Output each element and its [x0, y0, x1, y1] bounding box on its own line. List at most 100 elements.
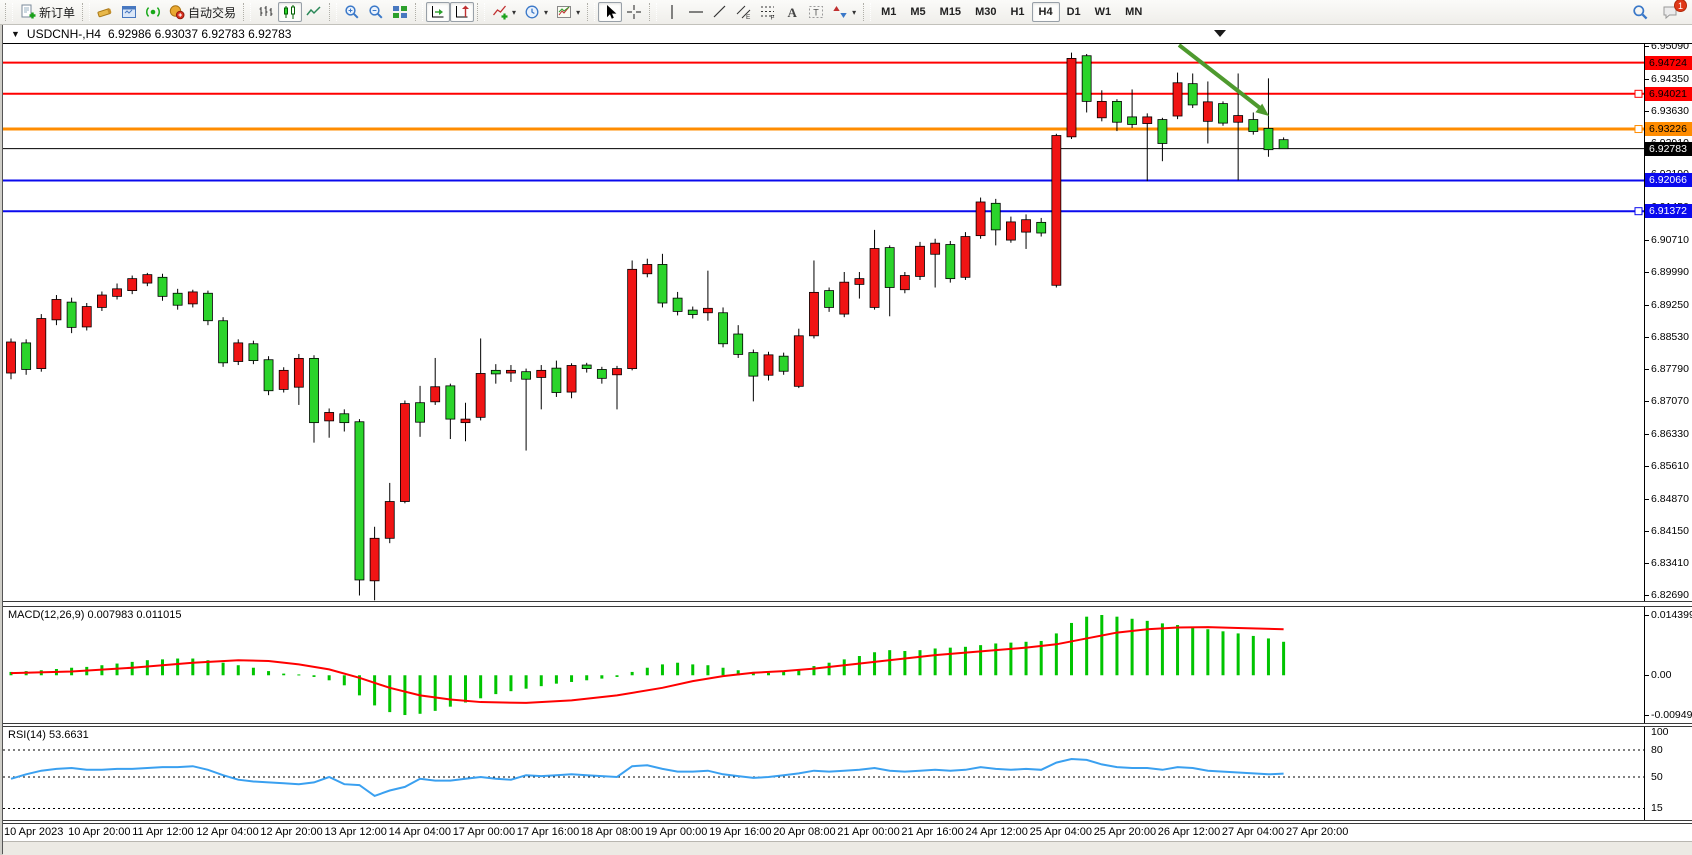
timeframe-h1[interactable]: H1: [1003, 2, 1031, 22]
candle: [930, 238, 941, 288]
chart-shift-marker-icon[interactable]: [1214, 30, 1226, 37]
search-icon: [1633, 5, 1648, 20]
time-axis-label: 20 Apr 08:00: [773, 826, 836, 838]
dropdown-caret-icon[interactable]: ▾: [544, 7, 549, 17]
equidistant-channel-button[interactable]: E: [732, 2, 756, 22]
macd-tick-label: -0.009491: [1651, 708, 1692, 721]
price-tick: [1644, 563, 1649, 565]
time-axis-label: 27 Apr 04:00: [1221, 826, 1285, 838]
pane-splitter[interactable]: [3, 820, 1692, 824]
main-toolbar: 新订单 自动交易 ▾ ▾ ▾ E F A T ▾ M1 M5 M15 M30 H1 H4 D1 W1 MN 1: [0, 0, 1692, 25]
timeframe-m30[interactable]: M30: [968, 2, 1003, 22]
candle: [248, 340, 259, 365]
candle: [384, 482, 395, 544]
timeframe-w1[interactable]: W1: [1088, 2, 1119, 22]
candle: [793, 328, 804, 389]
macd-histogram-bar: [1251, 635, 1255, 676]
horizontal-line-button[interactable]: [684, 2, 708, 22]
trendline-button[interactable]: [708, 2, 732, 22]
macd-histogram-bar: [554, 675, 558, 684]
macd-histogram-bar: [267, 671, 271, 676]
periods-button[interactable]: ▾: [520, 2, 552, 22]
templates-button[interactable]: ▾: [552, 2, 584, 22]
time-axis-label: 11 Apr 12:00: [132, 826, 194, 838]
price-tick-label: 6.84150: [1651, 524, 1689, 537]
candle: [369, 526, 380, 601]
timeframe-d1[interactable]: D1: [1060, 2, 1088, 22]
indicators-button[interactable]: ▾: [488, 2, 520, 22]
crosshair-icon: [627, 5, 642, 19]
line-anchor-handle[interactable]: [1634, 89, 1643, 98]
price-tick-label: 6.87790: [1651, 363, 1689, 376]
macd-histogram-bar: [524, 675, 528, 689]
macd-histogram-bar: [918, 650, 922, 676]
candle: [945, 240, 956, 283]
dropdown-caret-icon[interactable]: ▾: [512, 7, 517, 17]
candle: [278, 367, 289, 393]
chart-shift-button[interactable]: [450, 2, 475, 22]
macd-histogram-bar: [357, 675, 361, 696]
clock-icon: [525, 5, 539, 19]
auto-trading-button[interactable]: 自动交易: [165, 2, 240, 22]
zoom-out-button[interactable]: [364, 2, 388, 22]
zoom-in-button[interactable]: [340, 2, 364, 22]
time-axis-label: 10 Apr 2023: [4, 826, 64, 838]
auto-scroll-button[interactable]: [426, 2, 451, 22]
cursor-button[interactable]: [598, 2, 623, 22]
arrows-button[interactable]: ▾: [828, 2, 860, 22]
timeframe-h4-label: H4: [1038, 6, 1053, 18]
dropdown-caret-icon[interactable]: ▾: [576, 7, 581, 17]
candlestick-chart-button[interactable]: [278, 2, 303, 22]
trend-arrow-annotation[interactable]: [1177, 44, 1262, 110]
timeframe-h4[interactable]: H4: [1031, 2, 1060, 22]
new-order-button[interactable]: 新订单: [16, 2, 79, 22]
candle: [1278, 137, 1289, 150]
new-order-button-label: 新订单: [39, 5, 76, 20]
candle: [748, 349, 759, 402]
dropdown-caret-icon[interactable]: ▾: [852, 7, 857, 17]
macd-histogram-bar: [857, 656, 861, 676]
time-axis-label: 27 Apr 20:00: [1286, 826, 1349, 838]
line-anchor-handle[interactable]: [1634, 125, 1643, 134]
toolbar-right-group: 1: [1628, 0, 1692, 22]
chevron-down-icon[interactable]: ▼: [11, 29, 20, 39]
time-axis-label: 12 Apr 20:00: [260, 826, 323, 838]
rsi-line: [10, 757, 1284, 798]
signals-button[interactable]: [141, 2, 165, 22]
new-order-icon: [21, 4, 36, 19]
candle: [475, 338, 486, 421]
highlighter-button[interactable]: [93, 2, 117, 22]
timeframe-m1[interactable]: M1: [874, 2, 903, 22]
macd-histogram-bar: [1176, 625, 1180, 676]
macd-tick: [1644, 674, 1649, 676]
candle: [1187, 73, 1198, 109]
timeframe-mn[interactable]: MN: [1118, 2, 1149, 22]
macd-histogram-bar: [585, 675, 589, 681]
fibonacci-button[interactable]: F: [756, 2, 780, 22]
text-label-button[interactable]: T: [804, 2, 828, 22]
price-tick-label: 6.94350: [1651, 72, 1689, 85]
timeframe-m5[interactable]: M5: [903, 2, 932, 22]
chart-shift-icon: [456, 5, 470, 18]
price-tick-label: 6.89250: [1651, 298, 1689, 311]
line-chart-button[interactable]: [302, 2, 326, 22]
toolbar-grip: [82, 3, 91, 21]
candle: [1096, 90, 1107, 122]
bar-chart-button[interactable]: [254, 2, 278, 22]
macd-histogram-bar: [979, 645, 983, 676]
market-watch-button[interactable]: [117, 2, 141, 22]
pane-splitter[interactable]: [3, 601, 1692, 607]
price-tick: [1644, 45, 1649, 47]
vline-icon: [671, 5, 673, 19]
crosshair-button[interactable]: [622, 2, 646, 22]
notifications-button[interactable]: 1: [1658, 0, 1687, 22]
search-button[interactable]: [1628, 2, 1652, 22]
text-button[interactable]: A: [780, 2, 804, 22]
vertical-line-button[interactable]: [660, 2, 684, 22]
rsi-canvas: [3, 749, 1644, 809]
timeframe-m15[interactable]: M15: [933, 2, 968, 22]
tile-windows-button[interactable]: [388, 2, 412, 22]
pane-splitter[interactable]: [3, 723, 1692, 727]
macd-pane: MACD(12,26,9) 0.007983 0.011015 0.014399…: [3, 607, 1692, 723]
line-anchor-handle[interactable]: [1634, 207, 1643, 216]
